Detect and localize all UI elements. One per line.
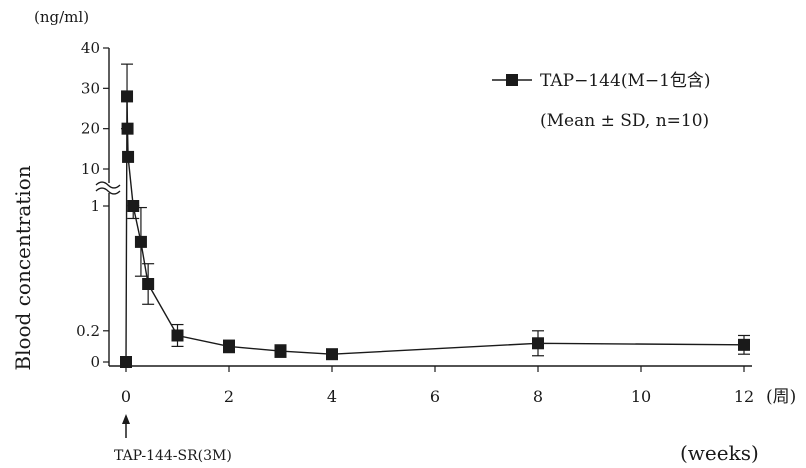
legend-label: TAP−144(M−1包含) [540, 71, 711, 91]
data-point [121, 122, 134, 135]
x-tick-label: 2 [224, 387, 234, 406]
data-point [326, 348, 338, 361]
y-tick-label: 10 [81, 160, 100, 178]
x-unit-en-label: (weeks) [680, 441, 759, 465]
dose-arrow-head [122, 414, 130, 424]
data-point [738, 338, 750, 351]
y-tick-label: 40 [81, 39, 100, 57]
data-point [127, 200, 140, 212]
data-point [122, 150, 135, 163]
x-tick-label: 4 [327, 387, 337, 406]
axes [95, 48, 752, 367]
y-unit-label: (ng/ml) [34, 8, 89, 26]
y-tick-label: 0 [90, 353, 100, 371]
series [120, 63, 750, 368]
data-point [532, 337, 544, 350]
y-tick-label: 20 [81, 120, 100, 138]
data-point [223, 340, 235, 353]
y-tick-label: 30 [81, 79, 100, 97]
x-tick-label: 10 [631, 387, 651, 406]
data-point [121, 90, 134, 103]
dose-annotation: TAP-144-SR(3M) [114, 448, 232, 464]
x-tick-label: 8 [533, 387, 543, 406]
data-point [134, 235, 147, 248]
y-axis-label: Blood concentration [11, 165, 35, 370]
data-point [171, 329, 184, 342]
legend-marker [506, 74, 518, 86]
data-point [142, 278, 155, 290]
axis-break-mark [95, 181, 121, 189]
axis-break-mark [95, 187, 121, 195]
y-tick-label: 0.2 [76, 322, 100, 340]
ticks: 0 0.2 1 10 20 30 40 0 2 4 6 8 10 12 [76, 39, 754, 438]
x-unit-label: (周) [766, 387, 796, 407]
series-line [125, 96, 745, 363]
legend-note: (Mean ± SD, n=10) [540, 111, 709, 131]
data-point [274, 345, 287, 358]
x-tick-label: 12 [734, 387, 754, 406]
y-tick-label: 1 [90, 197, 100, 215]
data-point [120, 356, 132, 368]
x-tick-label: 6 [430, 387, 440, 406]
legend: TAP−144(M−1包含) (Mean ± SD, n=10) [492, 71, 711, 131]
x-tick-label: 0 [121, 387, 131, 406]
